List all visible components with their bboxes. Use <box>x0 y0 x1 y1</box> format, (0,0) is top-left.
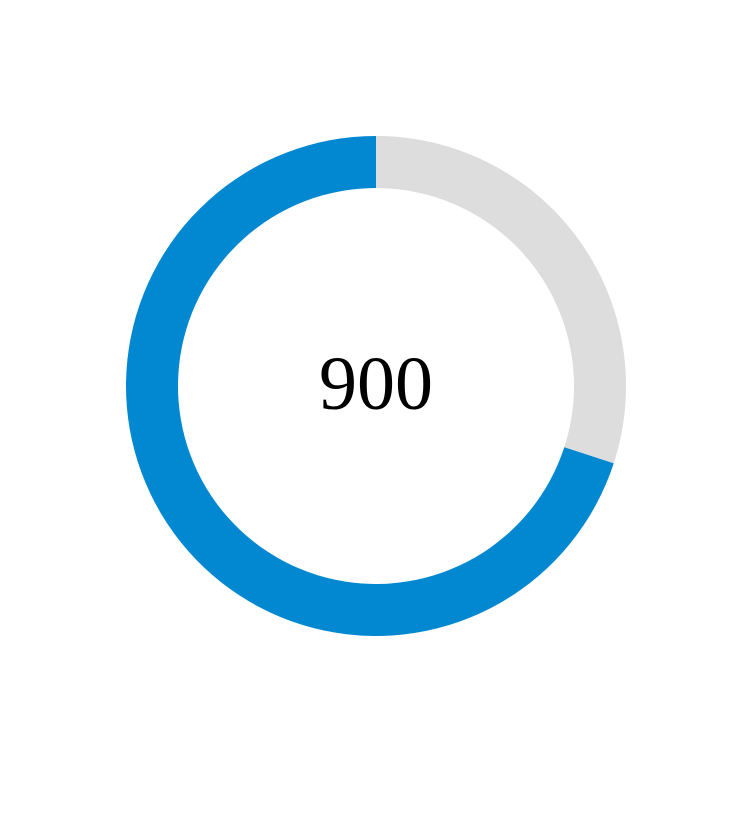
gauge-center-value: 900 <box>319 342 433 426</box>
donut-ring <box>125 135 626 636</box>
donut-segment-remainder <box>376 135 626 464</box>
